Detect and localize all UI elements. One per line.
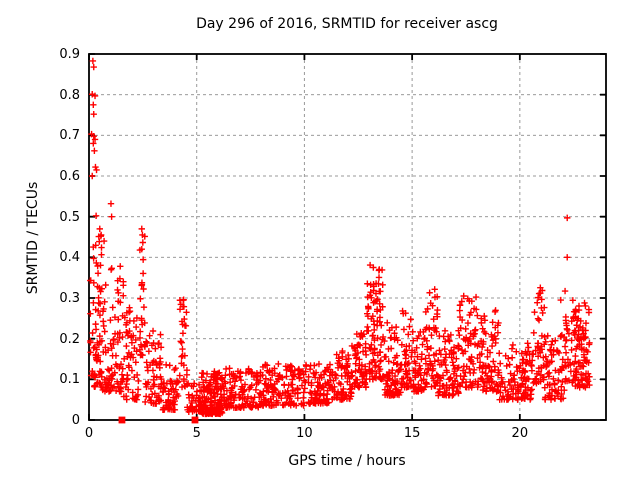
chart-title: Day 296 of 2016, SRMTID for receiver asc… xyxy=(196,16,498,32)
y-tick-label: 0.6 xyxy=(59,169,80,184)
y-tick-label: 0.3 xyxy=(59,291,80,306)
x-tick-label: 0 xyxy=(84,426,94,441)
y-tick-label: 0.2 xyxy=(59,331,80,347)
y-tick-label: 0.7 xyxy=(59,128,80,144)
y-tick-label: 0.4 xyxy=(59,250,80,266)
x-tick-label: 10 xyxy=(296,426,313,441)
y-tick-label: 0.1 xyxy=(59,372,80,388)
x-tick-label: 20 xyxy=(511,426,529,441)
x-tick-label: 5 xyxy=(192,426,201,441)
y-tick-label: 0.5 xyxy=(59,209,80,225)
x-tick-label: 15 xyxy=(403,426,421,441)
y-tick-label: 0 xyxy=(71,413,80,428)
y-tick-label: 0.8 xyxy=(59,87,80,103)
x-axis-label: GPS time / hours xyxy=(288,453,406,469)
y-tick-label: 0.9 xyxy=(59,47,80,62)
